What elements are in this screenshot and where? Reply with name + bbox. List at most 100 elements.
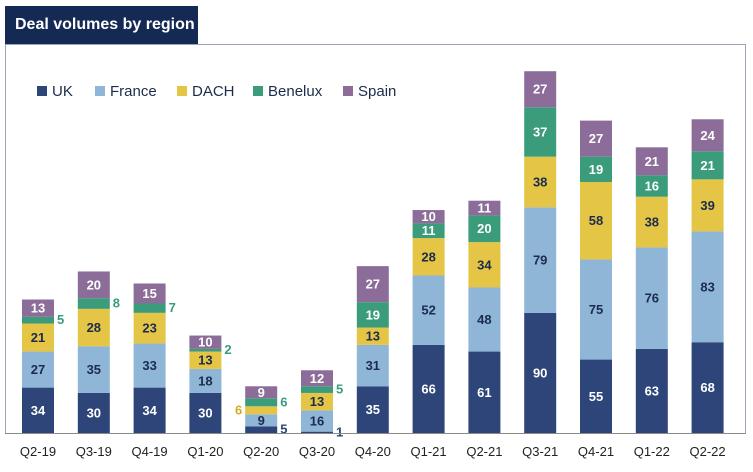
label-dach-q3-21: 38 bbox=[533, 175, 547, 190]
bar-france-q1-21 bbox=[412, 275, 445, 345]
label-dach-q2-22: 39 bbox=[700, 198, 714, 213]
bar-uk-q3-21 bbox=[524, 312, 557, 433]
label-benelux-q4-19: 7 bbox=[169, 300, 176, 315]
label-benelux-q2-20: 6 bbox=[280, 394, 287, 409]
label-france-q1-21: 52 bbox=[421, 303, 435, 318]
label-benelux-q1-21: 11 bbox=[422, 223, 436, 238]
x-tick-q4-20: Q4-20 bbox=[355, 444, 391, 459]
x-tick-q4-21: Q4-21 bbox=[578, 444, 614, 459]
bar-france-q2-19 bbox=[22, 351, 54, 388]
bar-spain-q3-20 bbox=[301, 370, 333, 387]
label-spain-q4-19: 15 bbox=[142, 286, 156, 301]
label-france-q3-20: 16 bbox=[310, 413, 324, 428]
legend-label-dach: DACH bbox=[192, 83, 235, 100]
bar-uk-q4-21 bbox=[580, 359, 612, 433]
bar-spain-q4-20 bbox=[356, 266, 389, 303]
bar-benelux-q4-19 bbox=[133, 303, 166, 313]
bar-benelux-q3-19 bbox=[77, 298, 110, 309]
label-uk-q2-21: 61 bbox=[477, 385, 491, 400]
bar-france-q2-21 bbox=[468, 287, 501, 352]
legend-label-france: France bbox=[110, 83, 157, 100]
bar-dach-q2-21 bbox=[468, 242, 501, 288]
label-spain-q3-19: 20 bbox=[87, 277, 101, 292]
bar-france-q1-20 bbox=[189, 368, 222, 393]
bar-benelux-q1-22 bbox=[635, 175, 668, 197]
label-spain-q1-22: 21 bbox=[645, 154, 659, 169]
bar-spain-q2-20 bbox=[245, 386, 278, 399]
bar-uk-q2-22 bbox=[691, 342, 724, 433]
bar-spain-q2-21 bbox=[468, 200, 501, 216]
legend-swatch-uk bbox=[37, 86, 47, 96]
x-tick-q2-21: Q2-21 bbox=[466, 444, 502, 459]
label-dach-q1-20: 13 bbox=[198, 353, 212, 368]
bar-france-q3-20 bbox=[301, 410, 333, 432]
labels-layer: 3427215133035288203433237153018132105966… bbox=[31, 82, 716, 440]
label-dach-q2-21: 34 bbox=[477, 257, 492, 272]
bar-benelux-q2-22 bbox=[691, 151, 724, 180]
bar-france-q4-20 bbox=[356, 344, 389, 387]
x-tick-q1-21: Q1-21 bbox=[411, 444, 447, 459]
bar-france-q2-22 bbox=[691, 231, 724, 343]
label-dach-q3-20: 13 bbox=[310, 394, 324, 409]
bar-uk-q4-19 bbox=[133, 387, 166, 433]
bar-benelux-q4-20 bbox=[356, 302, 389, 328]
label-uk-q3-21: 90 bbox=[533, 365, 547, 380]
label-uk-q2-22: 68 bbox=[700, 380, 714, 395]
label-uk-q1-22: 63 bbox=[645, 383, 659, 398]
legend-swatch-spain bbox=[343, 86, 353, 96]
bar-spain-q1-22 bbox=[635, 147, 668, 176]
label-uk-q3-20: 1 bbox=[336, 424, 343, 439]
legend-swatch-france bbox=[95, 86, 105, 96]
bar-dach-q3-21 bbox=[524, 156, 557, 208]
bar-spain-q4-19 bbox=[133, 283, 166, 304]
label-france-q4-21: 75 bbox=[589, 302, 603, 317]
bar-france-q4-21 bbox=[580, 259, 612, 360]
bar-dach-q4-20 bbox=[356, 327, 389, 345]
bar-spain-q2-19 bbox=[22, 299, 54, 317]
bar-uk-q2-20 bbox=[245, 426, 278, 433]
label-spain-q4-20: 27 bbox=[366, 277, 380, 292]
bar-benelux-q3-20 bbox=[301, 386, 333, 393]
x-axis: Q2-19 Q3-19 Q4-19 Q1-20 Q2-20 Q3-20 Q4-20 Q1-21… bbox=[5, 433, 746, 459]
bar-benelux-q2-20 bbox=[245, 398, 278, 407]
label-spain-q2-20: 9 bbox=[258, 385, 265, 400]
label-spain-q3-20: 12 bbox=[310, 371, 324, 386]
label-spain-q1-21: 10 bbox=[421, 209, 435, 224]
label-france-q2-21: 48 bbox=[477, 312, 491, 327]
bar-spain-q3-21 bbox=[524, 71, 557, 108]
bar-dach-q2-22 bbox=[691, 179, 724, 232]
label-france-q2-20: 9 bbox=[258, 413, 265, 428]
legend-label-uk: UK bbox=[52, 83, 73, 100]
label-dach-q3-19: 28 bbox=[87, 320, 101, 335]
label-uk-q4-20: 35 bbox=[366, 402, 380, 417]
bar-uk-q4-20 bbox=[356, 386, 389, 433]
label-benelux-q4-21: 19 bbox=[589, 162, 603, 177]
label-benelux-q4-20: 19 bbox=[366, 307, 380, 322]
bar-benelux-q1-21 bbox=[412, 223, 445, 239]
x-tick-q3-19: Q3-19 bbox=[76, 444, 112, 459]
label-uk-q4-19: 34 bbox=[142, 403, 157, 418]
x-tick-q4-19: Q4-19 bbox=[132, 444, 168, 459]
label-france-q3-21: 79 bbox=[533, 253, 547, 268]
x-tick-q3-20: Q3-20 bbox=[299, 444, 335, 459]
bar-dach-q4-21 bbox=[580, 182, 612, 260]
label-benelux-q1-22: 16 bbox=[645, 179, 659, 194]
label-dach-q1-21: 28 bbox=[421, 249, 435, 264]
label-spain-q2-19: 13 bbox=[31, 301, 45, 316]
bar-benelux-q3-21 bbox=[524, 107, 557, 157]
legend-swatch-benelux bbox=[253, 86, 263, 96]
legend-swatch-dach bbox=[177, 86, 187, 96]
bar-france-q3-19 bbox=[77, 346, 110, 393]
legend-label-spain: Spain bbox=[358, 83, 396, 100]
bar-benelux-q2-21 bbox=[468, 215, 501, 243]
x-tick-q1-22: Q1-22 bbox=[634, 444, 670, 459]
label-benelux-q3-19: 8 bbox=[113, 296, 120, 311]
label-france-q4-19: 33 bbox=[142, 358, 156, 373]
label-spain-q4-21: 27 bbox=[589, 131, 603, 146]
label-uk-q4-21: 55 bbox=[589, 389, 603, 404]
bar-dach-q3-19 bbox=[77, 308, 110, 347]
bar-uk-q3-19 bbox=[77, 392, 110, 433]
bar-france-q3-21 bbox=[524, 207, 557, 313]
label-benelux-q2-21: 20 bbox=[477, 221, 491, 236]
